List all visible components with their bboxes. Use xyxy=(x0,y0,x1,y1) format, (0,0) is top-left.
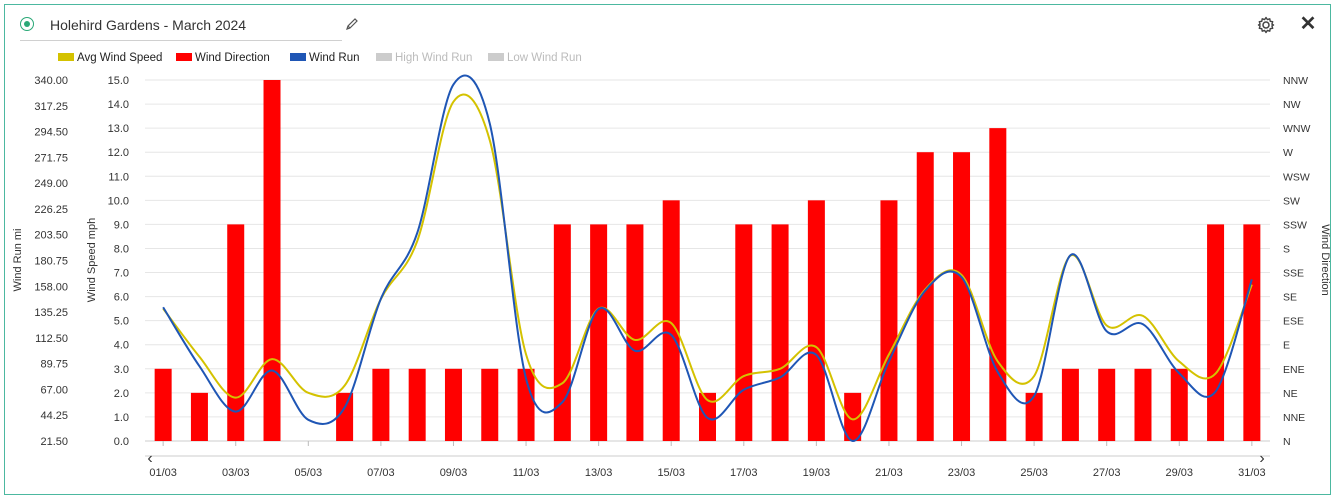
close-icon[interactable]: ✕ xyxy=(1299,13,1317,35)
chart-title: Holehird Gardens - March 2024 xyxy=(50,17,247,33)
chart-panel xyxy=(4,4,1331,495)
gear-icon[interactable] xyxy=(1256,15,1276,35)
status-indicator-icon xyxy=(20,17,34,31)
pencil-icon[interactable] xyxy=(344,16,360,32)
title-field[interactable]: Holehird Gardens - March 2024 xyxy=(20,14,342,41)
